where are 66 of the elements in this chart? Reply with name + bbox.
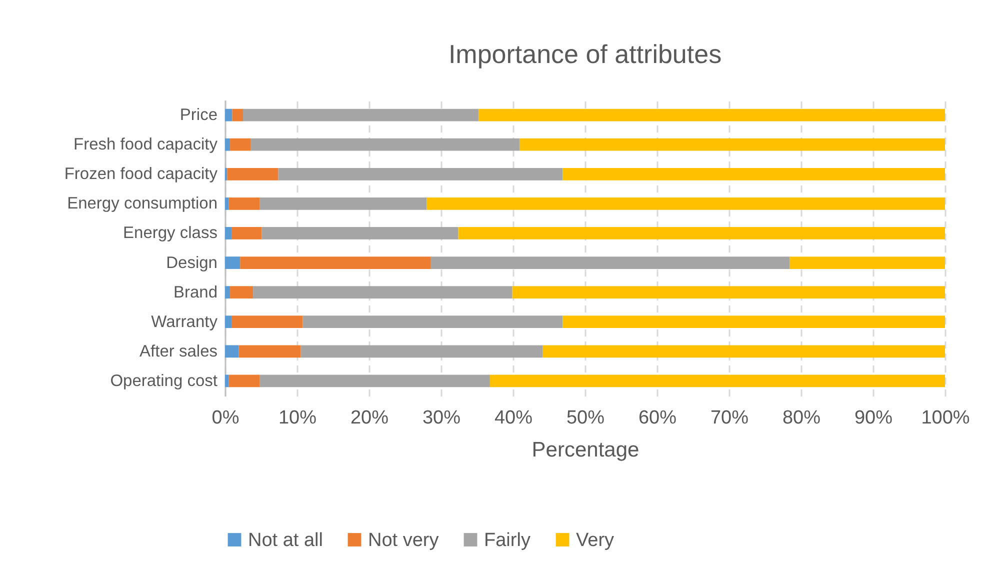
y-tick-label: Warranty [151, 312, 218, 331]
bar [542, 345, 945, 358]
bar [253, 286, 512, 299]
bar [519, 138, 945, 151]
bar [300, 345, 543, 358]
x-axis-title: Percentage [532, 438, 640, 462]
bar [260, 197, 427, 210]
bar [232, 108, 243, 122]
bar [490, 374, 945, 388]
y-tick-label: Fresh food capacity [74, 136, 218, 154]
y-tick-label: Brand [173, 283, 218, 302]
x-tick-label: 40% [494, 408, 533, 428]
x-tick-label: 20% [350, 408, 389, 428]
y-tick-label: Energy class [123, 224, 218, 242]
bar [228, 197, 260, 210]
bar [478, 108, 945, 122]
bar [230, 138, 251, 151]
y-tick-label: Operating cost [110, 372, 218, 390]
bar [512, 286, 945, 299]
legend-label: Fairly [484, 530, 531, 551]
bar [225, 286, 230, 299]
x-tick-label: 0% [212, 408, 240, 428]
y-tick-label: After sales [140, 342, 218, 360]
bar [302, 316, 563, 328]
bar [562, 168, 945, 180]
y-tick-label: Design [166, 254, 218, 272]
bar [225, 374, 229, 388]
chart-title: Importance of attributes [448, 39, 722, 69]
bar [225, 227, 232, 240]
bar [231, 227, 262, 240]
bar [228, 374, 260, 388]
legend-label: Not at all [248, 530, 323, 551]
legend-label: Very [576, 530, 615, 551]
x-tick-label: 80% [782, 408, 821, 428]
bar [430, 256, 790, 269]
bar [238, 345, 301, 358]
x-tick-label: 10% [278, 408, 317, 428]
y-tick-label: Frozen food capacity [64, 165, 218, 184]
bar [278, 168, 563, 180]
x-tick-label: 100% [921, 408, 970, 428]
y-tick-label: Price [180, 106, 218, 124]
bar [562, 316, 945, 328]
bar [458, 227, 945, 240]
x-tick-label: 60% [638, 408, 677, 428]
bar [426, 197, 945, 210]
bar [225, 138, 230, 151]
x-tick-label: 70% [710, 408, 749, 428]
y-tick-label: Energy consumption [67, 194, 218, 213]
bar [225, 256, 240, 269]
bar [225, 316, 232, 328]
bar [262, 227, 458, 240]
x-tick-label: 30% [422, 408, 461, 428]
bar [225, 345, 239, 358]
bar [260, 374, 490, 388]
x-tick-label: 50% [566, 408, 605, 428]
bar [225, 197, 229, 210]
x-tick-label: 90% [854, 408, 893, 428]
legend-label: Not very [368, 530, 440, 551]
bar [227, 168, 278, 180]
bar [240, 256, 431, 269]
bar [789, 256, 945, 269]
bar [243, 108, 478, 122]
bar [231, 316, 303, 328]
bar [225, 108, 232, 122]
bar [230, 286, 254, 299]
bar [250, 138, 520, 151]
